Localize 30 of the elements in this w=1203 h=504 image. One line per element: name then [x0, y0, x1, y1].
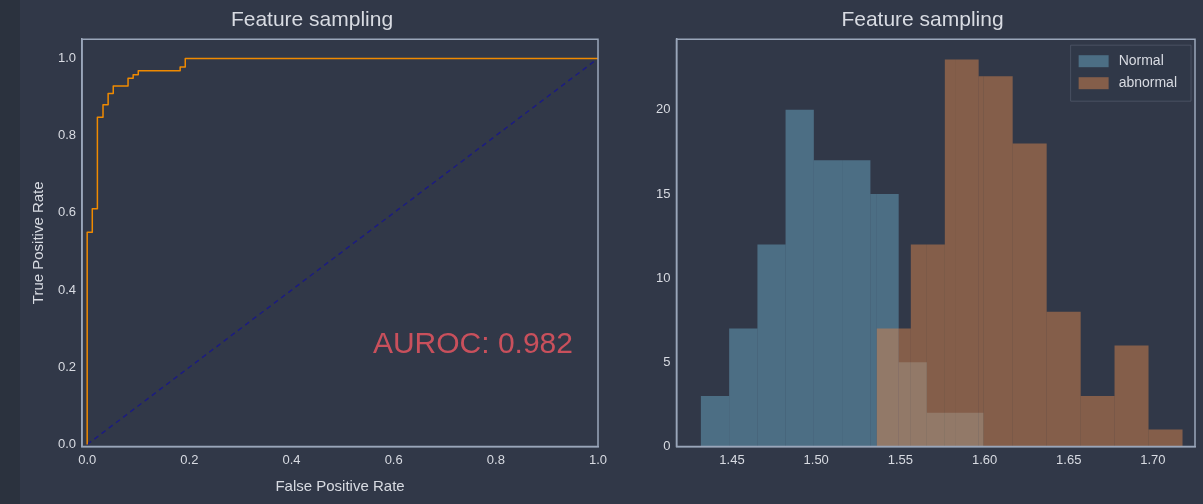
- chart-title: Feature sampling: [841, 7, 1004, 31]
- x-tick-label: 0.4: [282, 451, 301, 467]
- y-tick-label: 15: [655, 185, 671, 201]
- x-tick-label: 1.60: [971, 451, 998, 467]
- x-tick-label: 1.45: [719, 451, 745, 467]
- y-tick-label: 0.2: [57, 358, 77, 374]
- x-tick-label: 1.65: [1056, 451, 1082, 467]
- x-tick-label: 1.55: [887, 451, 914, 467]
- annotation: AUROC: 0.982: [372, 325, 573, 359]
- y-tick-label: 5: [663, 353, 671, 369]
- y-tick-label: 0.4: [57, 281, 77, 297]
- y-axis-title: True Positive Rate: [29, 181, 47, 305]
- y-tick-label: 10: [655, 269, 671, 285]
- chart-title: Feature sampling: [230, 7, 394, 31]
- x-tick-label: 0.2: [180, 451, 199, 467]
- y-tick-label: 0.8: [57, 127, 77, 143]
- x-tick-label: 0.6: [384, 451, 403, 467]
- x-tick-label: 0.0: [78, 451, 97, 467]
- x-tick-label: 1.0: [588, 451, 608, 467]
- y-tick-label: 20: [655, 101, 671, 117]
- legend-label: Normal: [1118, 52, 1164, 69]
- legend-label: abnormal: [1118, 74, 1178, 91]
- x-tick-label: 1.70: [1140, 451, 1166, 467]
- y-tick-label: 1.0: [57, 50, 77, 66]
- y-tick-label: 0.6: [57, 204, 77, 220]
- x-tick-label: 1.50: [803, 451, 829, 467]
- y-tick-label: 0.0: [57, 436, 77, 452]
- x-axis-title: False Positive Rate: [275, 477, 405, 495]
- x-tick-label: 0.8: [486, 451, 505, 467]
- y-tick-label: 0: [663, 437, 671, 453]
